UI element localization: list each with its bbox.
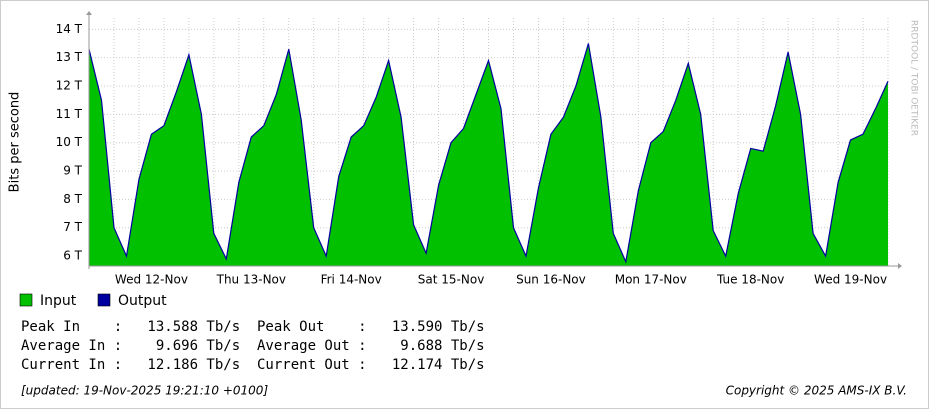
y-tick-label: 7 T bbox=[63, 220, 82, 234]
y-tick-label: 11 T bbox=[56, 107, 83, 121]
legend-swatch bbox=[19, 293, 33, 307]
output-line bbox=[88, 43, 889, 264]
watermark: RRDTOOL / TOBI OETIKER bbox=[909, 20, 919, 136]
copyright: Copyright © 2025 AMS-IX B.V. bbox=[726, 384, 907, 398]
y-tick-label: 13 T bbox=[56, 50, 83, 64]
x-tick-label: Mon 17-Nov bbox=[615, 273, 687, 287]
x-tick-label: Thu 13-Nov bbox=[216, 273, 286, 287]
legend-swatch bbox=[97, 293, 111, 307]
x-tick-label: Sun 16-Nov bbox=[516, 273, 586, 287]
updated: [updated: 19-Nov-2025 19:21:10 +0100] bbox=[21, 384, 268, 398]
legend-label: Input bbox=[40, 293, 77, 309]
y-tick-label: 12 T bbox=[56, 79, 83, 93]
legend-label: Output bbox=[118, 293, 167, 309]
y-tick-label: 9 T bbox=[63, 164, 82, 178]
y-tick-label: 8 T bbox=[63, 192, 82, 206]
x-tick-label: Fri 14-Nov bbox=[321, 273, 382, 287]
y-tick-label: 6 T bbox=[63, 249, 82, 263]
x-tick-label: Sat 15-Nov bbox=[418, 273, 485, 287]
input-area bbox=[89, 43, 888, 266]
y-axis-label: Bits per second bbox=[8, 92, 23, 193]
x-tick-label: Wed 12-Nov bbox=[115, 273, 188, 287]
stats-row: Current In : 12.186 Tb/s Current Out : 1… bbox=[21, 357, 485, 373]
y-tick-label: 10 T bbox=[56, 135, 83, 149]
stats-row: Peak In : 13.588 Tb/s Peak Out : 13.590 … bbox=[21, 319, 485, 335]
x-tick-label: Wed 19-Nov bbox=[814, 273, 887, 287]
y-tick-label: 14 T bbox=[56, 22, 83, 36]
x-arrow bbox=[898, 263, 902, 269]
stats-row: Average In : 9.696 Tb/s Average Out : 9.… bbox=[21, 338, 485, 354]
x-tick-label: Tue 18-Nov bbox=[716, 273, 784, 287]
y-arrow bbox=[86, 11, 92, 15]
